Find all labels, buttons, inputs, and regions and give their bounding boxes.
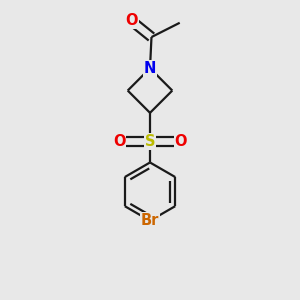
Text: S: S	[145, 134, 155, 148]
Text: O: O	[175, 134, 187, 148]
Text: Br: Br	[141, 213, 159, 228]
Text: N: N	[144, 61, 156, 76]
Text: O: O	[113, 134, 125, 148]
Text: O: O	[125, 13, 137, 28]
